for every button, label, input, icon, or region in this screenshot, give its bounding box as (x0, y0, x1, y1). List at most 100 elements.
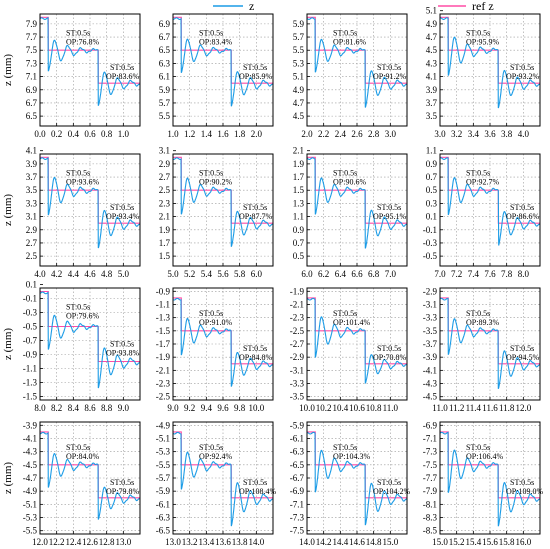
z-response-line (306, 297, 408, 384)
x-tick-label: 15.0 (432, 537, 448, 547)
plot-frame (439, 13, 541, 127)
plot-frame (39, 153, 141, 267)
y-tick-label: -6.7 (290, 473, 305, 483)
x-tick-label: 0.2 (51, 129, 62, 139)
y-tick-label: 1.9 (159, 225, 171, 235)
annotation-st-1: ST:0.5s (333, 309, 357, 318)
annotation-st-1: ST:0.5s (466, 168, 490, 177)
y-tick-label: -2.9 (423, 286, 438, 296)
y-tick-label: -4.3 (423, 379, 438, 389)
x-tick-label: 8.4 (68, 403, 80, 413)
y-tick-label: -6.1 (290, 433, 304, 443)
ref-z-line (173, 431, 273, 499)
ref-z-line (307, 16, 407, 84)
x-tick-label: 8.0 (518, 269, 530, 279)
subplot-10: 9.0 9.2 9.4 9.6 9.8 10.0 -2.5 -2.3 -2.1 -1.9 -1.7 -… (156, 286, 274, 413)
x-tick-label: 9.6 (217, 403, 229, 413)
annotation-op-2: OP:95.1% (373, 212, 406, 221)
x-tick-label: 14.4 (332, 537, 348, 547)
ref-z-line (173, 297, 273, 365)
y-tick-label: -7.9 (423, 486, 438, 496)
plot-frame (306, 287, 408, 401)
subplot-4: 3.0 3.2 3.4 3.6 3.8 4.0 3.5 3.7 3.9 4.1 4.3 4.5 4.7 4… (426, 6, 541, 139)
y-axis-label: z (mm) (2, 328, 14, 360)
x-tick-label: 11.8 (499, 403, 515, 413)
x-tick-label: 9.8 (234, 403, 246, 413)
x-tick-label: 13.8 (232, 537, 248, 547)
y-tick-label: -7.1 (290, 499, 304, 509)
x-tick-label: 2.8 (368, 129, 380, 139)
subplot-3: 2.0 2.2 2.4 2.6 2.8 3.0 4.5 4.7 4.9 5.1 5.3 5.5 5.7 5… (293, 13, 408, 139)
annotation-st-1: ST:0.5s (199, 28, 223, 37)
y-tick-label: -6.5 (290, 460, 305, 470)
annotation-st-2: ST:0.5s (377, 63, 401, 72)
y-tick-label: -5.1 (23, 499, 37, 509)
annotation-op-2: OP:83.6% (106, 72, 139, 81)
annotation-st-1: ST:0.5s (66, 28, 90, 37)
x-tick-label: 13.0 (165, 537, 181, 547)
annotation-op-1: OP:83.4% (199, 37, 232, 46)
y-tick-label: -7.5 (290, 526, 305, 536)
subplot-7: 6.0 6.2 6.4 6.6 6.8 7.0 0.5 0.7 0.9 1.1 1.3 1.5 1.7 1… (293, 146, 408, 279)
x-tick-label: 1.6 (217, 129, 229, 139)
ref-z-line (40, 290, 140, 363)
y-tick-label: -5.3 (156, 447, 171, 457)
annotation-st-2: ST:0.5s (243, 203, 267, 212)
y-tick-label: -6.3 (156, 513, 171, 523)
x-tick-label: 3.4 (468, 129, 480, 139)
plot-frame (172, 421, 274, 535)
y-tick-label: 7.7 (26, 32, 38, 42)
x-tick-label: 4.8 (101, 269, 113, 279)
x-tick-label: 1.8 (234, 129, 246, 139)
y-tick-label: 2.5 (26, 251, 38, 261)
y-tick-label: 1.3 (293, 198, 305, 208)
ref-z-line (440, 156, 540, 224)
y-tick-label: -0.3 (423, 238, 438, 248)
x-tick-label: 4.4 (68, 269, 80, 279)
x-tick-label: 1.4 (201, 129, 213, 139)
y-tick-label: -0.5 (23, 322, 38, 332)
y-tick-label: -5.1 (156, 433, 170, 443)
y-tick-label: 3.1 (159, 146, 170, 156)
y-tick-label: -4.1 (423, 365, 437, 375)
annotation-op-2: OP:104.2% (373, 487, 410, 496)
y-tick-label: 5.5 (159, 111, 171, 121)
y-tick-label: -3.5 (423, 326, 438, 336)
y-tick-label: -4.1 (23, 433, 37, 443)
annotation-st-1: ST:0.5s (466, 28, 490, 37)
y-tick-label: 2.1 (293, 146, 304, 156)
x-tick-label: 2.4 (335, 129, 347, 139)
subplot-13: 12.0 12.2 12.4 12.6 12.8 13.0 -5.5 -5.3 -5.1 -4.9… (2, 420, 141, 547)
y-tick-label: -7.3 (290, 513, 305, 523)
x-tick-label: 0.0 (34, 129, 46, 139)
annotation-op-2: OP:94.5% (506, 353, 539, 362)
y-tick-label: -3.7 (423, 339, 438, 349)
y-tick-label: 2.7 (159, 172, 171, 182)
plot-frame (306, 421, 408, 535)
annotation-st-2: ST:0.5s (377, 478, 401, 487)
x-tick-label: 8.0 (34, 403, 46, 413)
annotation-op-1: OP:79.6% (66, 312, 99, 321)
y-tick-label: -2.5 (156, 392, 171, 402)
x-tick-label: 7.4 (468, 269, 480, 279)
ref-z-line (307, 156, 407, 224)
ref-z-line (173, 16, 273, 84)
annotation-op-1: OP:89.3% (466, 318, 499, 327)
annotation-st-2: ST:0.5s (510, 344, 534, 353)
x-tick-label: 3.0 (385, 129, 397, 139)
y-tick-label: -8.1 (423, 499, 437, 509)
y-tick-label: -7.7 (423, 473, 438, 483)
x-tick-label: 12.0 (32, 537, 48, 547)
y-tick-label: -5.9 (290, 420, 305, 430)
legend-z-label: z (249, 0, 254, 13)
y-tick-label: 5.7 (293, 32, 305, 42)
annotation-op-1: OP:92.4% (199, 452, 232, 461)
annotation-op-2: OP:109.0% (506, 487, 543, 496)
y-axis-label: z (mm) (2, 54, 14, 86)
x-tick-label: 11.6 (482, 403, 498, 413)
annotation-st-2: ST:0.5s (510, 63, 534, 72)
y-tick-label: 4.7 (293, 98, 305, 108)
x-tick-label: 14.0 (248, 537, 264, 547)
x-tick-label: 8.2 (51, 403, 62, 413)
z-response-line (439, 157, 540, 246)
